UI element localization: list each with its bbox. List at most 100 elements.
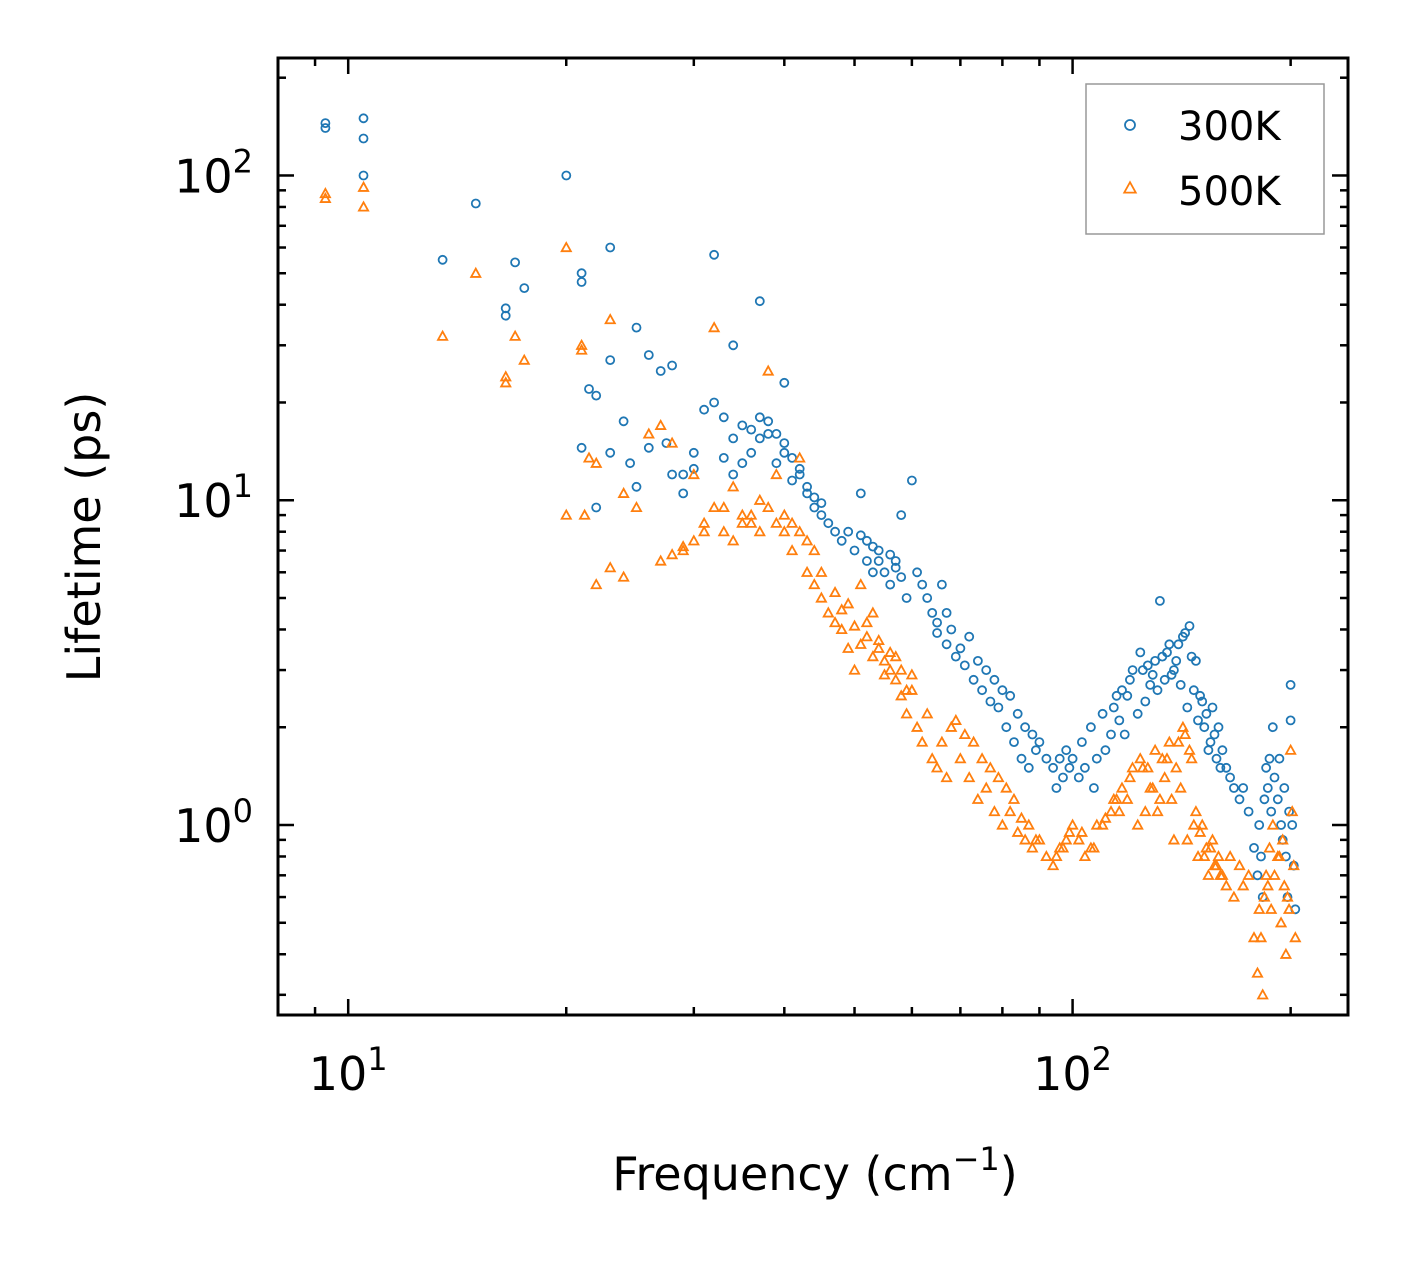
data-point-300k xyxy=(737,458,748,469)
data-point-300k xyxy=(927,608,938,618)
data-point-300k xyxy=(1256,851,1266,862)
data-point-500k xyxy=(1253,902,1266,914)
data-point-300k xyxy=(1201,708,1212,719)
data-point-300k xyxy=(1091,753,1102,764)
data-point-500k xyxy=(1189,805,1203,817)
data-point-300k xyxy=(678,488,689,499)
data-point-500k xyxy=(854,578,867,590)
data-point-300k xyxy=(1213,722,1224,733)
data-point-500k xyxy=(1007,792,1021,804)
legend-label-300k: 300K xyxy=(1178,104,1282,150)
data-point-300k xyxy=(816,498,827,509)
data-point-500k xyxy=(1167,833,1181,845)
data-point-500k xyxy=(1282,902,1296,914)
data-point-500k xyxy=(1286,805,1299,817)
data-point-300k xyxy=(950,651,961,662)
data-point-500k xyxy=(1176,720,1190,732)
data-point-300k xyxy=(1080,762,1090,773)
data-point-300k xyxy=(993,702,1004,713)
data-point-300k xyxy=(1150,656,1160,666)
data-point-300k xyxy=(794,469,805,480)
data-point-500k xyxy=(654,418,667,430)
data-point-300k xyxy=(973,656,983,666)
data-point-300k xyxy=(1111,690,1122,701)
data-point-500k xyxy=(848,619,861,631)
data-point-500k xyxy=(1151,805,1164,817)
data-point-300k xyxy=(1027,729,1038,740)
x-axis-label: Frequency (cm−1) xyxy=(612,1140,1017,1201)
data-point-300k xyxy=(1140,696,1151,707)
data-point-500k xyxy=(800,534,814,546)
data-point-300k xyxy=(1001,722,1012,733)
data-point-300k xyxy=(1147,669,1158,680)
data-point-500k xyxy=(1242,868,1255,880)
data-point-500k xyxy=(1237,879,1250,891)
data-point-300k xyxy=(809,502,820,513)
data-point-500k xyxy=(860,616,873,628)
data-point-500k xyxy=(1153,792,1167,804)
data-point-500k xyxy=(910,720,924,732)
data-point-500k xyxy=(1223,850,1237,862)
data-point-300k xyxy=(1064,762,1075,773)
data-point-300k xyxy=(618,416,629,427)
data-point-300k xyxy=(1100,745,1111,756)
data-point-500k xyxy=(1268,868,1281,880)
data-point-500k xyxy=(785,544,799,556)
data-point-500k xyxy=(1090,818,1103,830)
data-point-300k xyxy=(816,510,827,520)
data-point-300k xyxy=(667,469,677,480)
data-point-300k xyxy=(1023,762,1034,773)
data-point-300k xyxy=(802,488,812,499)
data-point-300k xyxy=(1159,674,1170,685)
y-tick-label: 100 xyxy=(174,792,253,853)
data-point-300k xyxy=(631,481,642,492)
data-point-300k xyxy=(1175,680,1186,690)
data-point-300k xyxy=(836,535,847,546)
data-point-500k xyxy=(1263,841,1276,853)
y-axis-label: Lifetime (ps) xyxy=(57,392,111,683)
data-point-300k xyxy=(643,442,654,453)
data-point-300k xyxy=(699,404,709,415)
data-point-500k xyxy=(518,353,531,365)
data-point-300k xyxy=(843,526,854,537)
data-point-500k xyxy=(1287,859,1300,871)
data-point-500k xyxy=(822,606,835,618)
data-point-300k xyxy=(510,257,520,268)
data-point-300k xyxy=(1184,621,1195,631)
data-point-500k xyxy=(1279,947,1293,959)
data-point-300k xyxy=(1125,674,1135,685)
data-point-500k xyxy=(1178,728,1192,740)
data-point-500k xyxy=(499,370,512,382)
data-point-300k xyxy=(922,593,933,603)
data-point-500k xyxy=(1196,818,1209,830)
data-point-300k xyxy=(625,458,635,469)
data-point-500k xyxy=(560,508,573,520)
data-point-300k xyxy=(1279,783,1290,793)
data-point-500k xyxy=(984,761,997,773)
data-point-500k xyxy=(793,525,806,537)
data-point-300k xyxy=(862,556,872,566)
data-point-500k xyxy=(1123,771,1137,783)
data-point-300k xyxy=(1164,639,1175,650)
data-point-500k xyxy=(707,321,721,333)
data-point-300k xyxy=(1005,690,1016,701)
data-point-500k xyxy=(1251,966,1264,978)
data-point-500k xyxy=(808,578,821,590)
data-point-300k xyxy=(1097,708,1108,719)
data-point-500k xyxy=(1139,805,1152,817)
data-point-500k xyxy=(1206,833,1219,845)
data-point-300k xyxy=(937,579,947,590)
data-point-300k xyxy=(1106,729,1116,740)
data-point-500k xyxy=(1158,771,1171,783)
data-point-500k xyxy=(1170,761,1183,773)
data-point-500k xyxy=(828,586,842,598)
data-point-300k xyxy=(709,249,719,260)
data-point-300k xyxy=(1051,783,1062,793)
data-point-300k xyxy=(605,355,616,366)
data-point-500k xyxy=(582,451,596,463)
legend-label-500k: 500K xyxy=(1178,169,1282,215)
data-point-500k xyxy=(1131,818,1144,830)
data-point-500k xyxy=(1078,850,1092,862)
data-point-300k xyxy=(358,170,369,181)
